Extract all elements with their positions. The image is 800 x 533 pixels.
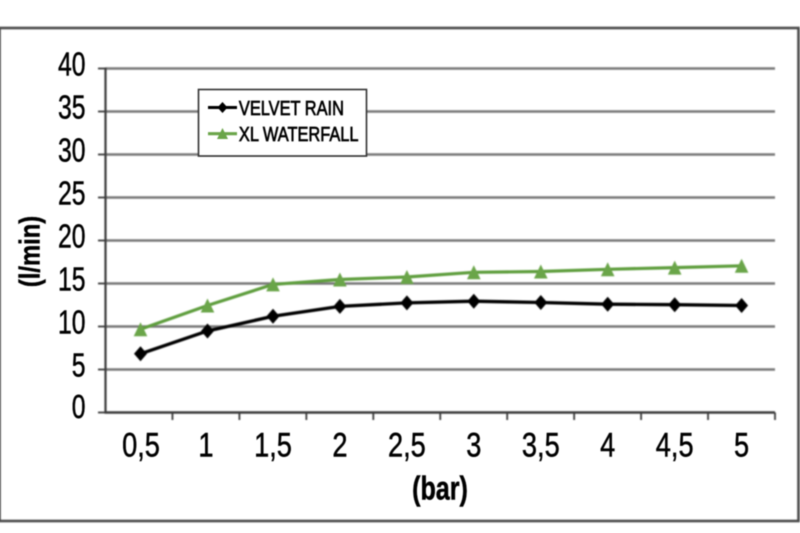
svg-text:3,5: 3,5 <box>522 426 560 465</box>
svg-text:VELVET RAIN: VELVET RAIN <box>239 96 344 119</box>
svg-text:2,5: 2,5 <box>388 426 426 465</box>
svg-text:1,5: 1,5 <box>254 426 292 465</box>
svg-text:4,5: 4,5 <box>656 426 694 465</box>
svg-text:1: 1 <box>198 426 213 465</box>
svg-text:15: 15 <box>58 262 86 298</box>
svg-text:0,5: 0,5 <box>122 426 160 465</box>
svg-text:40: 40 <box>58 47 86 83</box>
svg-text:10: 10 <box>58 305 86 341</box>
svg-text:5: 5 <box>72 348 86 384</box>
svg-text:4: 4 <box>600 426 615 465</box>
svg-text:5: 5 <box>734 426 749 465</box>
svg-text:(bar): (bar) <box>412 470 468 507</box>
svg-text:3: 3 <box>466 426 481 465</box>
svg-text:XL WATERFALL: XL WATERFALL <box>239 122 359 145</box>
svg-text:2: 2 <box>332 426 347 465</box>
svg-text:(l/min): (l/min) <box>13 216 46 287</box>
svg-text:30: 30 <box>58 133 86 169</box>
svg-text:20: 20 <box>58 219 86 255</box>
svg-text:0: 0 <box>72 390 86 426</box>
svg-text:25: 25 <box>58 176 86 212</box>
svg-text:35: 35 <box>58 90 86 126</box>
